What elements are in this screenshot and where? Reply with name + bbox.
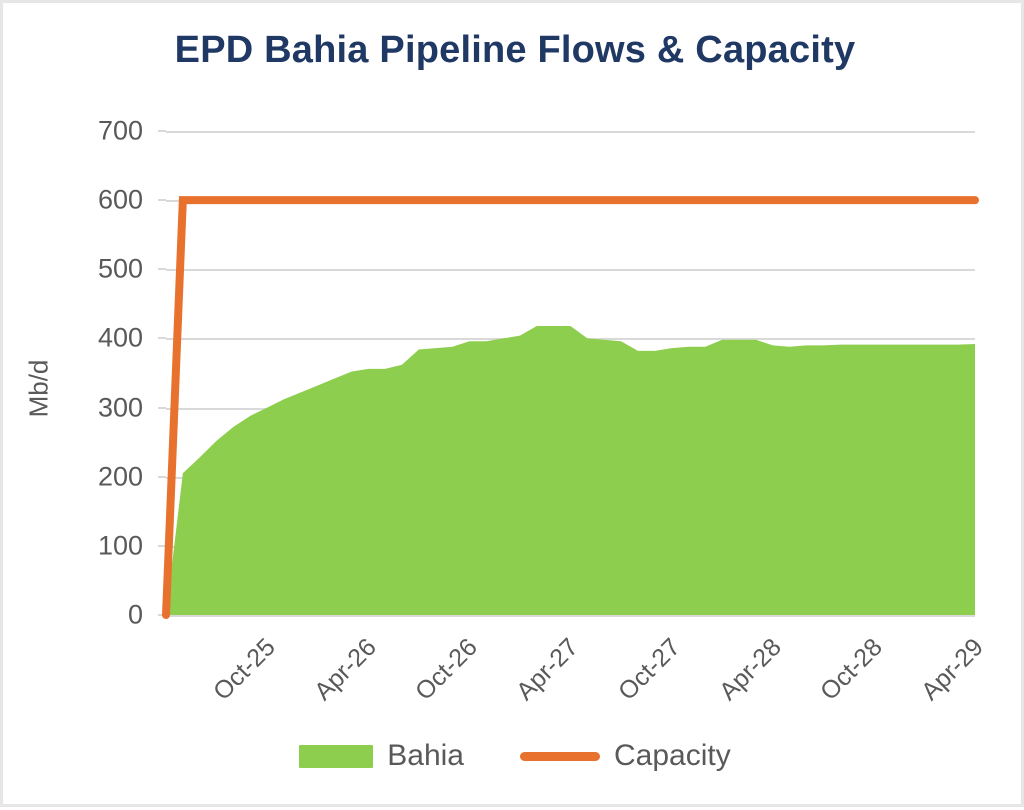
legend-item-bahia[interactable]: Bahia bbox=[299, 739, 464, 773]
legend-label: Bahia bbox=[387, 739, 464, 772]
legend-area-swatch-icon bbox=[299, 744, 374, 768]
chart-title: EPD Bahia Pipeline Flows & Capacity bbox=[174, 29, 856, 71]
y-tick-mark bbox=[158, 475, 166, 478]
x-tick-label: Oct-29 bbox=[1016, 633, 1024, 706]
legend-line-swatch-icon bbox=[520, 751, 600, 761]
chart-legend: Bahia Capacity bbox=[3, 739, 1024, 773]
y-tick-label: 300 bbox=[97, 392, 143, 423]
legend-item-capacity[interactable]: Capacity bbox=[520, 739, 731, 773]
x-tick-label: Oct-26 bbox=[410, 633, 484, 706]
y-tick-label: 600 bbox=[97, 184, 143, 215]
x-tick-label: Oct-28 bbox=[814, 633, 888, 706]
plot-area bbox=[166, 131, 975, 615]
y-tick-mark bbox=[158, 268, 166, 271]
y-tick-label: 100 bbox=[97, 530, 143, 561]
y-tick-label: 500 bbox=[97, 253, 143, 284]
x-tick-label: Apr-26 bbox=[309, 633, 382, 706]
y-tick-label: 400 bbox=[97, 322, 143, 353]
y-tick-mark bbox=[158, 406, 166, 409]
x-tick-label: Apr-27 bbox=[511, 633, 585, 706]
y-tick-mark bbox=[158, 337, 166, 340]
y-tick-label: 200 bbox=[97, 461, 143, 492]
y-tick-label: 0 bbox=[127, 599, 143, 630]
y-tick-label: 700 bbox=[97, 115, 143, 146]
series-line-capacity bbox=[166, 200, 975, 615]
plot-series-svg bbox=[166, 131, 975, 615]
x-tick-label: Oct-27 bbox=[612, 633, 686, 706]
x-tick-label: Oct-25 bbox=[207, 633, 281, 706]
x-tick-label: Apr-28 bbox=[713, 633, 787, 706]
gridline bbox=[166, 269, 975, 272]
series-area-bahia bbox=[166, 325, 975, 615]
y-tick-mark bbox=[158, 130, 166, 132]
y-tick-mark bbox=[158, 544, 166, 547]
x-tick-label: Apr-29 bbox=[915, 633, 989, 706]
gridline bbox=[166, 615, 975, 617]
gridline bbox=[166, 131, 975, 133]
legend-label: Capacity bbox=[614, 739, 731, 772]
x-axis: Oct-25 Apr-26 Oct-26 Apr-27 Oct-27 Apr-28 Oct-… bbox=[166, 615, 1024, 735]
y-axis: 0 100 200 300 400 500 600 700 bbox=[3, 3, 166, 810]
y-tick-mark bbox=[158, 199, 166, 202]
y-axis-title: Mb/d bbox=[23, 359, 54, 418]
